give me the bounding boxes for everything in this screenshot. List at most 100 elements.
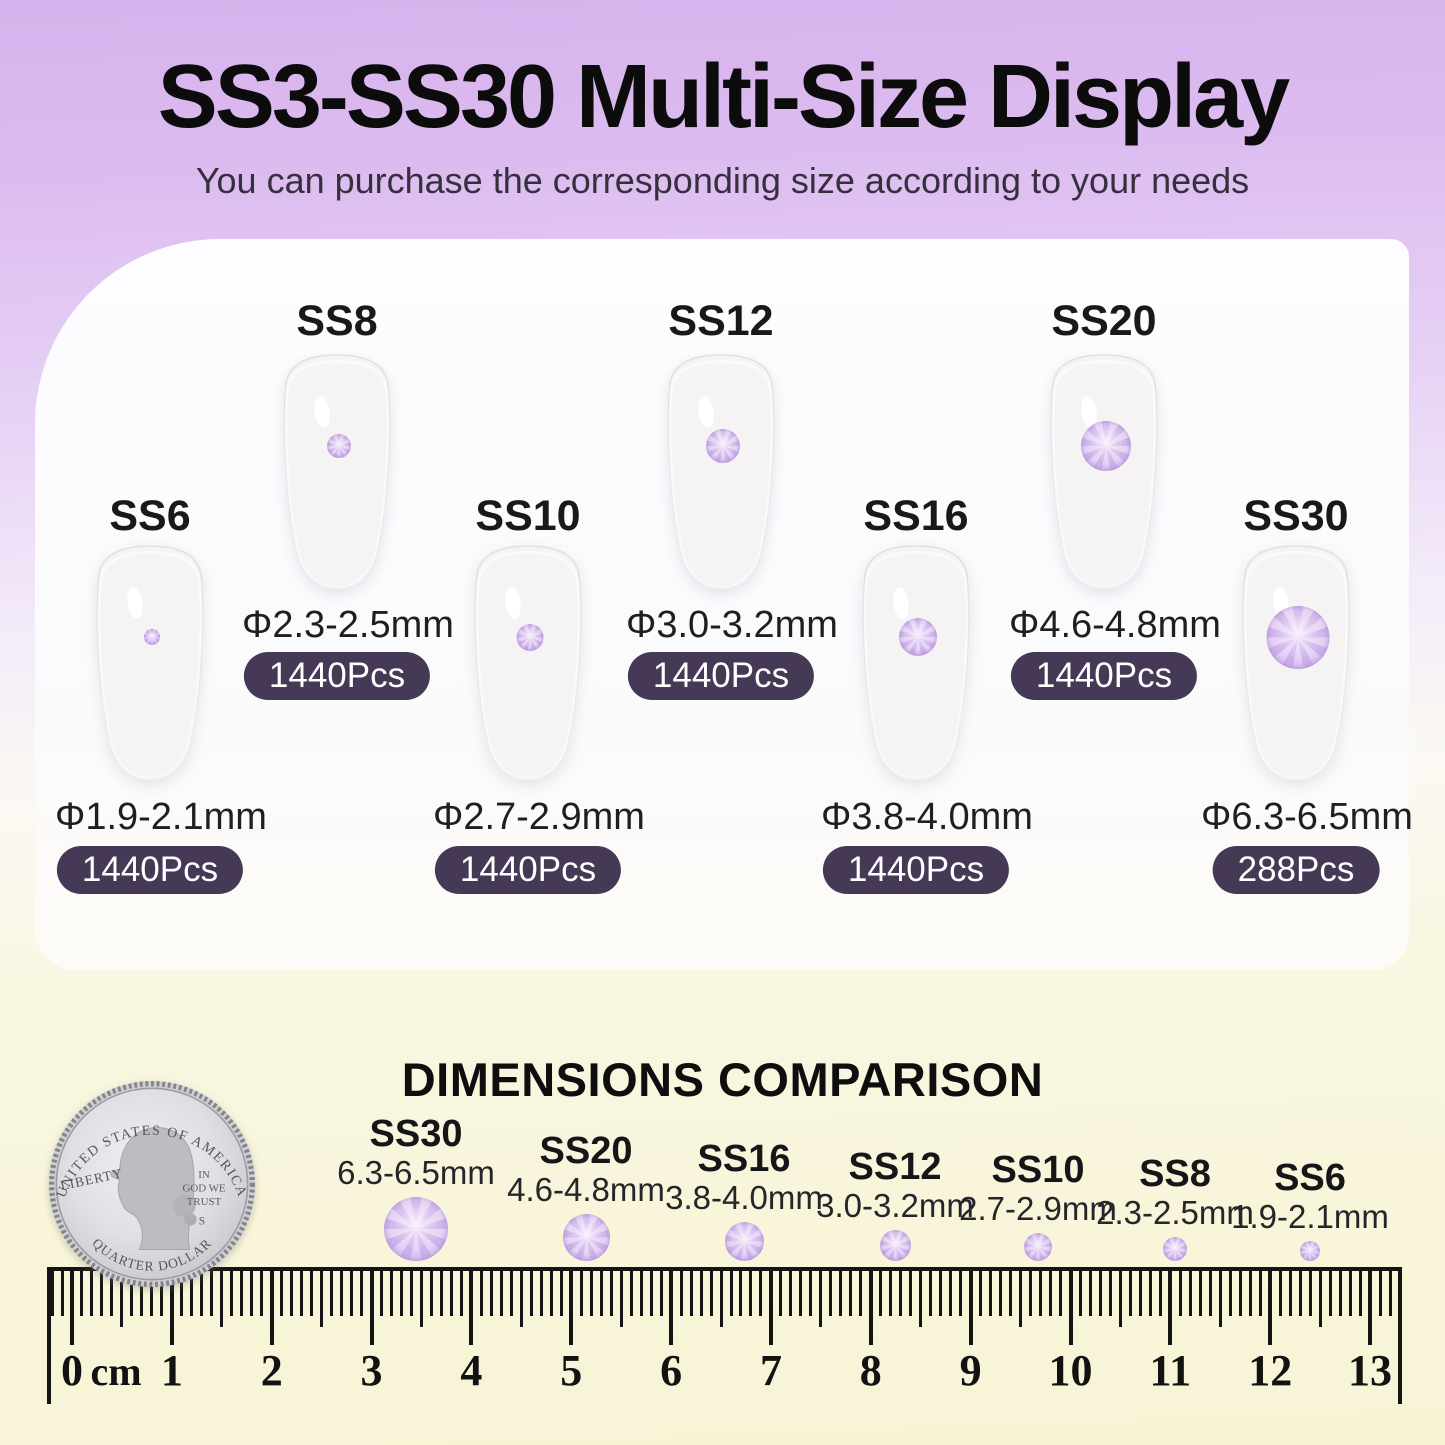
ruler-tick [839,1271,843,1316]
ruler-tick [110,1271,114,1316]
ruler-tick [968,1271,973,1345]
ruler-tick [1198,1271,1202,1316]
ruler-tick [1388,1271,1392,1316]
ruler-tick [639,1271,643,1316]
nail-tip [466,543,590,783]
ruler-tick [210,1271,214,1316]
ruler-tick [449,1271,453,1316]
size-label: SS12 [668,297,774,345]
ruler-tick [1108,1271,1112,1316]
dot-size-label: SS16 [697,1138,791,1180]
count-badge: 288Pcs [1212,846,1380,894]
comparison-item: SS6 1.9-2.1mm [1225,1158,1395,1261]
ruler-tick [859,1271,863,1316]
ruler-tick [290,1271,294,1316]
dot [562,1214,610,1261]
ruler-tick [390,1271,394,1316]
nail-tip [854,543,978,783]
ruler-tick [619,1271,623,1327]
count-badge: 1440Pcs [1010,652,1198,700]
ruler-tick [799,1271,803,1316]
ruler-tick [519,1271,523,1327]
size-column: SS16 Φ3.8-4.0mm 1440Pcs [821,0,1033,1000]
ruler-tick [250,1271,254,1316]
coin-reeded-edge [49,1081,255,1287]
ruler-tick [549,1271,553,1316]
ruler-tick [280,1271,284,1316]
ruler-tick [409,1271,413,1316]
ruler-tick [160,1271,164,1316]
dot-range-label: 1.9-2.1mm [1231,1198,1389,1235]
nail-highlight [893,587,909,619]
ruler-number: 11 [1149,1346,1192,1395]
dot-size-label: SS8 [1139,1153,1211,1195]
rhinestone [1266,605,1330,669]
ruler-tick [959,1271,963,1316]
ruler-tick [849,1271,853,1316]
ruler-tick [100,1271,104,1316]
dot-range-label: 3.8-4.0mm [665,1179,823,1216]
ruler-tick [819,1271,823,1327]
ruler-number: 10 [1048,1346,1093,1395]
coin-motto-line1: IN [198,1169,210,1181]
ruler-tick [868,1271,873,1345]
ruler-tick [269,1271,274,1345]
ruler-tick [1258,1271,1262,1316]
ruler-tick [1348,1271,1352,1316]
ruler-tick [200,1271,204,1316]
size-label: SS10 [475,492,581,540]
ruler-tick [1128,1271,1132,1316]
ruler-tick [1248,1271,1252,1316]
dot [724,1222,764,1261]
ruler-tick [220,1271,224,1327]
ruler-tick [1178,1271,1182,1316]
ruler-tick [1078,1271,1082,1316]
ruler-tick [90,1271,94,1316]
ruler-tick [1158,1271,1162,1316]
ruler-tick [589,1271,593,1316]
ruler-tick [1308,1271,1312,1316]
ruler-tick [140,1271,144,1316]
diameter-label: Φ3.8-4.0mm [821,796,1033,838]
washington-profile [110,1127,195,1251]
ruler-tick [949,1271,953,1316]
ruler-tick [1098,1271,1102,1316]
ruler-number: 12 [1248,1346,1293,1395]
ruler-tick [1368,1271,1373,1345]
nail-tip [1042,352,1166,592]
diameter-label: Φ4.6-4.8mm [1009,604,1221,646]
ruler-top-line [47,1267,1402,1271]
ruler-tick [260,1271,264,1316]
ruler-tick [1009,1271,1013,1316]
dot-size-label: SS20 [539,1130,633,1172]
ruler-tick [479,1271,483,1316]
ruler-tick [539,1271,543,1316]
ruler-tick [380,1271,384,1316]
rhinestone [144,629,160,645]
rhinestone [899,618,937,656]
ruler-tick [749,1271,753,1316]
comparison-item: SS10 2.7-2.9mm [953,1150,1123,1261]
size-label: SS6 [109,492,191,540]
size-label: SS16 [863,492,969,540]
ruler-tick [1318,1271,1322,1327]
ruler-tick [979,1271,983,1316]
dot-range-label: 6.3-6.5mm [337,1154,495,1191]
ruler-tick [469,1271,474,1345]
ruler-tick [1039,1271,1043,1316]
quarter-coin-graphic: UNITED STATES OF AMERICA QUARTER DOLLAR … [49,1081,255,1287]
nail-tip-graphic [1050,354,1158,589]
ruler-tick [659,1271,663,1316]
ruler-tick [360,1271,364,1316]
ruler-tick [759,1271,763,1316]
nail-tip [1234,543,1358,783]
hair-bun [172,1194,196,1218]
diameter-label: Φ3.0-3.2mm [626,604,838,646]
ruler-tick [1049,1271,1053,1316]
coin-motto-line2: GOD WE [182,1182,225,1194]
nail-tip [88,543,212,783]
ruler-tick [1238,1271,1242,1316]
ruler-tick [939,1271,943,1316]
ruler-tick [230,1271,234,1316]
